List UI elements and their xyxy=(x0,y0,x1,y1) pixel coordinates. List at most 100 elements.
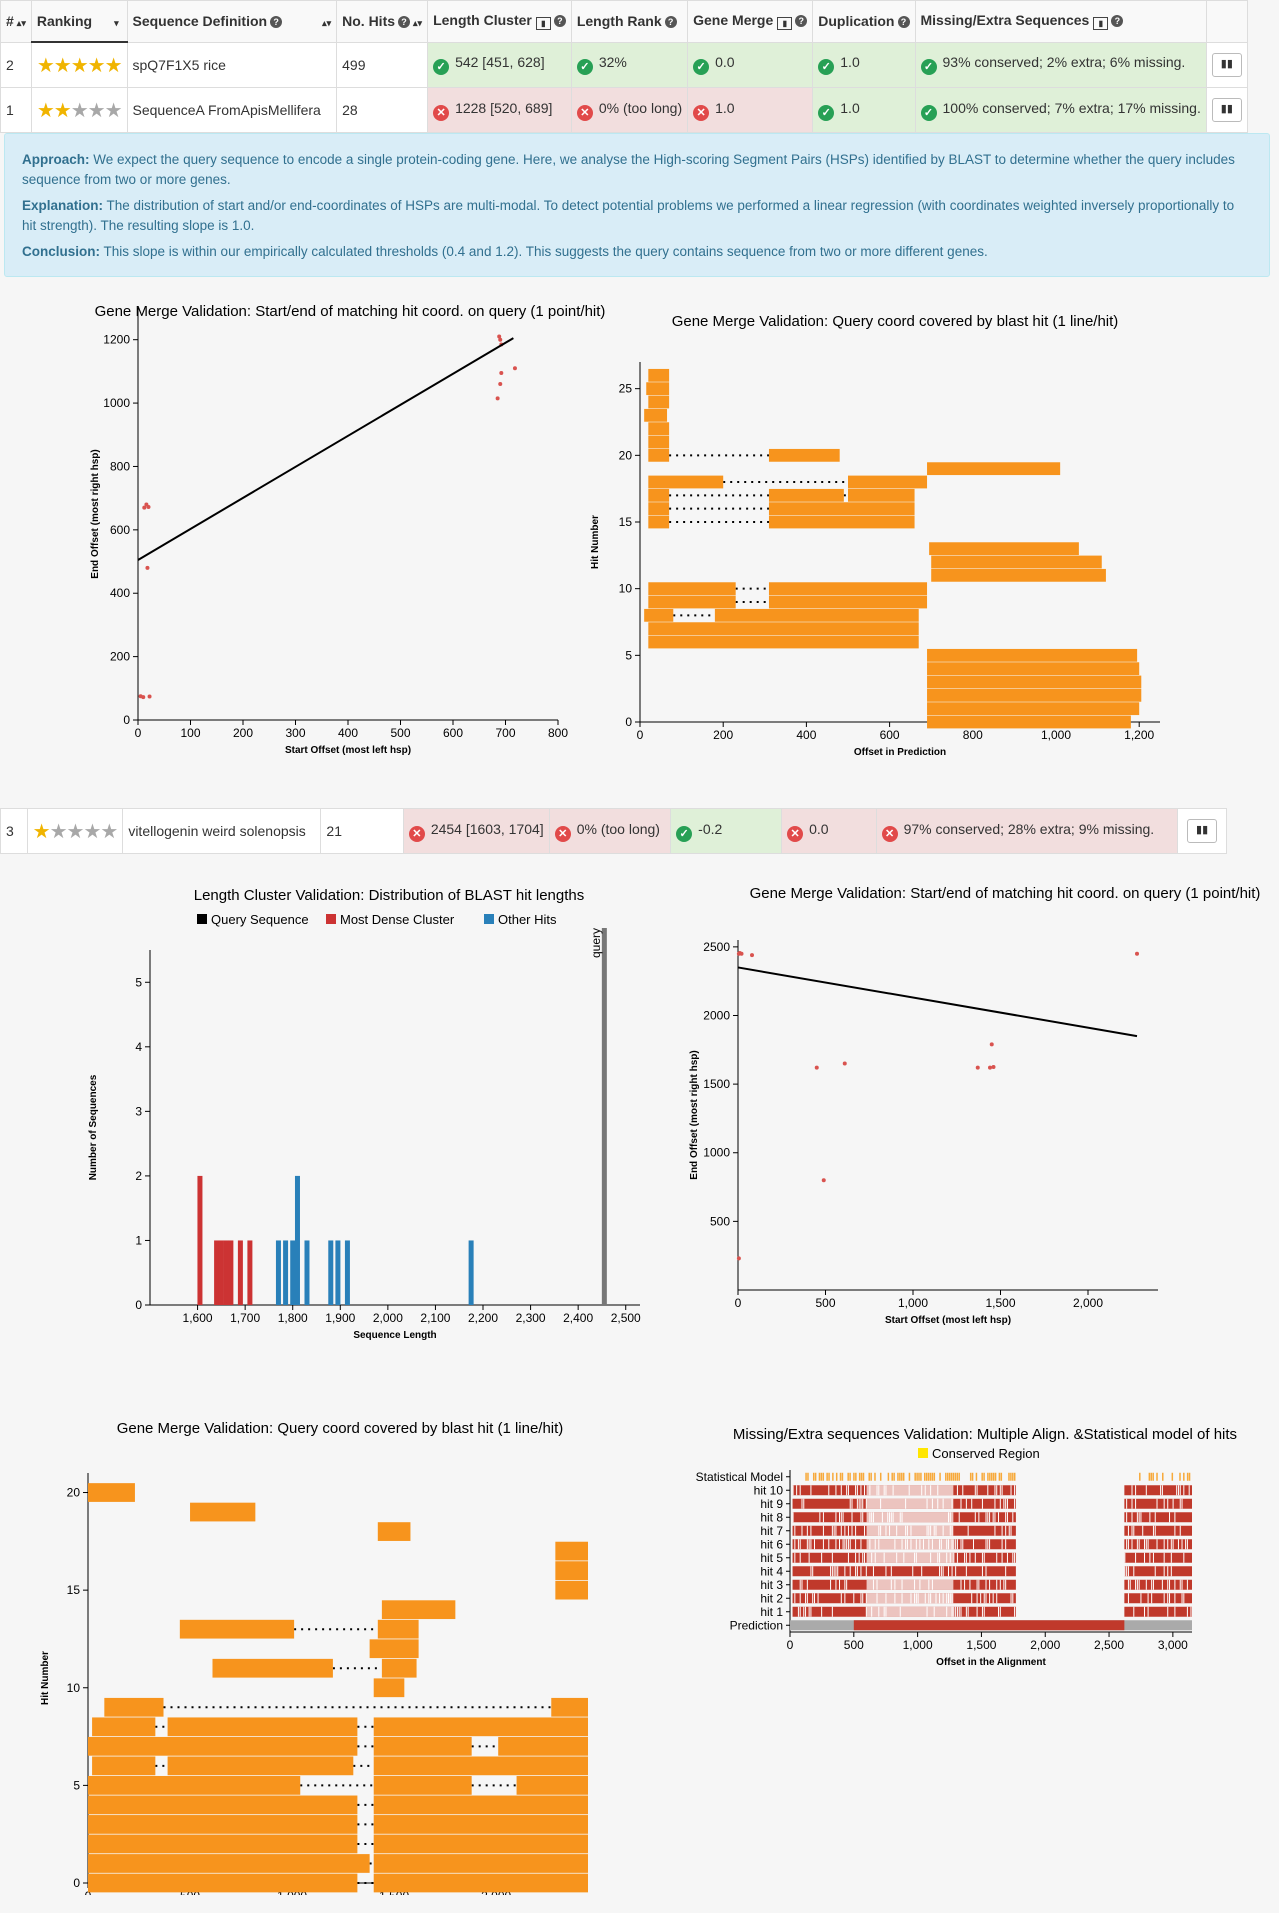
chart-icon[interactable]: ▮ xyxy=(1093,17,1109,31)
alignment-gap xyxy=(983,1606,985,1617)
model-mark xyxy=(1162,1472,1164,1481)
help-icon[interactable]: ? xyxy=(795,15,808,28)
alignment-gap xyxy=(956,1485,958,1496)
alignment-gap xyxy=(864,1485,866,1496)
alignment-gap xyxy=(840,1593,842,1604)
alignment-gap xyxy=(1181,1539,1183,1550)
alignment-gap xyxy=(958,1512,960,1523)
chart-icon[interactable]: ▮ xyxy=(535,17,551,31)
hit-bar xyxy=(167,1756,354,1776)
col-num[interactable]: # ▴▾ xyxy=(0,0,32,43)
regression-line xyxy=(137,337,514,561)
alignment-gap xyxy=(1172,1539,1174,1550)
help-icon[interactable]: ? xyxy=(398,16,411,29)
col-hits[interactable]: No. Hits? ▴▾ xyxy=(336,0,429,43)
plot-cell: ▮▮ xyxy=(1177,808,1227,854)
alignment-gap xyxy=(973,1539,975,1550)
alignment-gap xyxy=(1170,1552,1172,1563)
help-icon[interactable]: ? xyxy=(553,15,566,28)
alignment-gap xyxy=(1144,1552,1146,1563)
y-tick-label: 200 xyxy=(110,650,130,664)
plot-button[interactable]: ▮▮ xyxy=(1211,98,1242,122)
alignment-gap xyxy=(812,1593,814,1604)
alignment-gap xyxy=(833,1566,835,1577)
alignment-gap xyxy=(821,1606,823,1617)
hit-bar xyxy=(714,608,919,622)
query-bar xyxy=(601,928,607,1305)
alignment-gap xyxy=(956,1539,958,1550)
alignment-gap xyxy=(831,1525,833,1536)
alignment-gap xyxy=(1174,1579,1176,1590)
model-mark xyxy=(855,1472,857,1481)
hit-bar xyxy=(648,582,736,596)
help-icon[interactable]: ? xyxy=(1111,15,1124,28)
model-mark xyxy=(971,1472,974,1481)
chart-icon[interactable]: ▮ xyxy=(777,17,793,31)
col-length-rank[interactable]: Length Rank? xyxy=(570,0,689,43)
help-icon[interactable]: ? xyxy=(897,16,910,29)
col-length-cluster[interactable]: Length Cluster ▮? xyxy=(427,0,572,43)
y-tick-label: 15 xyxy=(67,1583,81,1597)
cross-icon: ✕ xyxy=(433,104,450,121)
hit-bar xyxy=(381,1600,456,1620)
col-ranking[interactable]: Ranking ▾ xyxy=(30,0,128,43)
alignment-gap xyxy=(1008,1525,1010,1536)
alignment-gap xyxy=(981,1606,983,1617)
alignment-gap xyxy=(855,1566,857,1577)
hit-bar xyxy=(369,1639,419,1659)
x-tick-label: 3,000 xyxy=(1158,1638,1188,1652)
alignment-gap xyxy=(939,1566,941,1577)
hit-bar xyxy=(931,568,1106,582)
alignment-gap xyxy=(1006,1552,1008,1563)
col-duplication[interactable]: Duplication? xyxy=(812,0,916,43)
col-gene-merge[interactable]: Gene Merge ▮? xyxy=(687,0,814,43)
col-definition[interactable]: Sequence Definition? ▴▾ xyxy=(126,0,338,43)
hit-bar xyxy=(646,382,670,396)
alignment-gap xyxy=(978,1579,980,1590)
alignment-gap xyxy=(842,1539,844,1550)
check-icon: ✓ xyxy=(676,825,693,842)
alignment-gap xyxy=(921,1566,923,1577)
help-icon[interactable]: ? xyxy=(270,16,283,29)
alignment-gap xyxy=(885,1566,887,1577)
hit-bar xyxy=(648,595,736,609)
hit-bar xyxy=(644,408,668,422)
alignment-gap xyxy=(831,1566,833,1577)
alignment-gap xyxy=(1126,1498,1128,1509)
col-missing-extra[interactable]: Missing/Extra Sequences ▮? xyxy=(914,0,1207,43)
model-mark xyxy=(994,1472,997,1481)
y-tick-label: 0 xyxy=(73,1876,80,1890)
alignment-gap xyxy=(835,1566,837,1577)
alignment-gap xyxy=(1154,1512,1156,1523)
hit-bar xyxy=(648,422,670,436)
legend-swatch xyxy=(197,914,207,924)
alignment-gap xyxy=(965,1552,967,1563)
plot-button[interactable]: ▮▮ xyxy=(1211,52,1242,77)
table-row[interactable]: 2 ★★★★★ spQ7F1X5 rice 499 ✓ 542 [451, 628… xyxy=(0,41,1248,88)
alignment-gap xyxy=(1005,1498,1007,1509)
table-row[interactable]: 3 ★★★★★ vitellogenin weird solenopsis 21… xyxy=(0,808,1227,854)
hit-bar xyxy=(648,435,670,449)
hit-bar xyxy=(516,1776,588,1795)
alignment-gap xyxy=(839,1512,841,1523)
missing-region xyxy=(866,1512,954,1523)
alignment-block xyxy=(1124,1512,1192,1523)
alignment-gap xyxy=(976,1579,978,1590)
help-icon[interactable]: ? xyxy=(664,16,677,29)
alignment-gap xyxy=(839,1539,841,1550)
alignment-gap xyxy=(985,1512,987,1523)
alignment-gap xyxy=(806,1593,808,1604)
hit-bar xyxy=(648,635,919,649)
alignment-gap xyxy=(799,1606,801,1617)
model-mark xyxy=(897,1472,899,1481)
alignment-gap xyxy=(1136,1512,1138,1523)
alignment-gap xyxy=(865,1498,867,1509)
alignment-gap xyxy=(1179,1485,1181,1496)
plot-button[interactable]: ▮▮ xyxy=(1187,819,1218,843)
alignment-gap xyxy=(974,1552,976,1563)
data-point xyxy=(499,370,504,375)
check-icon: ✓ xyxy=(693,59,710,76)
table-row[interactable]: 1 ★★★★★ SequenceA FromApisMellifera 28 ✕… xyxy=(0,87,1248,133)
hit-bar xyxy=(768,515,915,529)
legend-swatch xyxy=(918,1448,928,1458)
